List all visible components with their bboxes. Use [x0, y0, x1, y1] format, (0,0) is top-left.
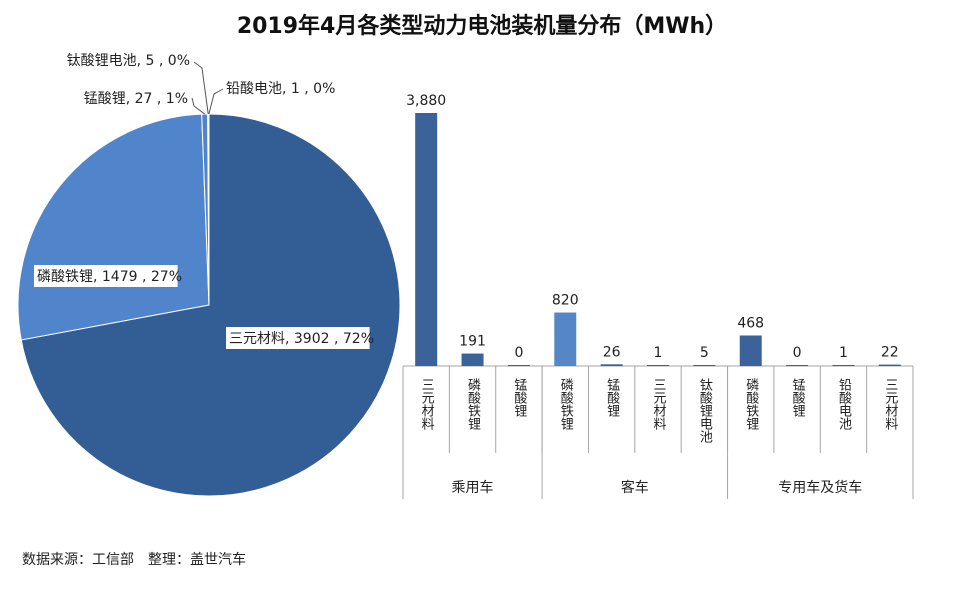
bar-chart: 3,880 三元材料 191 磷酸铁锂 0 锰酸锂 820 磷酸铁锂 26 锰酸锂 1 三元材料 5 钛酸…: [402, 93, 914, 499]
pie-label-钛酸锂电池: 钛酸锂电池, 5 , 0%: [67, 53, 190, 69]
bar-乘用车-磷酸铁锂: [461, 353, 484, 366]
pie-label-锰酸锂: 锰酸锂, 27 , 1%: [84, 91, 188, 107]
bar-value-label: 5: [700, 345, 709, 361]
bar-category-label: 钛酸锂电池: [697, 378, 713, 443]
bar-客车-钛酸锂电池: [693, 365, 716, 366]
pie-chart: 三元材料, 3902 , 72% 磷酸铁锂, 1479 , 27% 锰酸锂, 27 …: [17, 53, 401, 497]
chart-title: 2019年4月各类型动力电池装机量分布（MWh）: [236, 14, 728, 39]
bar-专用车及货车-锰酸锂: [786, 365, 809, 366]
bar-专用车及货车-磷酸铁锂: [739, 335, 762, 366]
pie-label-磷酸铁锂-bg: [34, 265, 178, 287]
pie-slice-磷酸铁锂: [17, 113, 210, 341]
pie-label-铅酸电池: 铅酸电池, 1 , 0%: [226, 81, 335, 97]
bar-value-label: 820: [552, 293, 579, 309]
pie-leader-锰酸锂: [191, 97, 205, 115]
bar-value-label: 191: [459, 334, 486, 350]
bar-专用车及货车-铅酸电池: [832, 365, 855, 366]
source-note: 数据来源：工信部 整理：盖世汽车: [22, 552, 246, 568]
bar-category-label: 锰酸锂: [511, 378, 527, 418]
bar-group-label: 乘用车: [452, 479, 494, 496]
bar-客车-锰酸锂: [600, 364, 623, 366]
bar-value-label: 1: [839, 345, 848, 361]
bar-value-label: 1: [654, 345, 663, 361]
bar-category-label: 三元材料: [419, 378, 435, 430]
bar-group-label: 客车: [621, 479, 649, 496]
pie-label-三元材料: 三元材料, 3902 , 72%: [229, 331, 374, 347]
bar-value-label: 468: [737, 315, 764, 331]
bar-category-label: 锰酸锂: [790, 378, 806, 418]
bar-乘用车-锰酸锂: [507, 365, 530, 366]
bar-category-label: 锰酸锂: [604, 378, 620, 418]
pie-leader-钛酸锂电池: [193, 61, 209, 115]
bar-value-label: 26: [603, 344, 621, 360]
bar-category-label: 磷酸铁锂: [558, 378, 574, 431]
bar-group-label: 专用车及货车: [778, 479, 862, 496]
bar-专用车及货车-三元材料: [878, 364, 901, 366]
bar-value-label: 0: [793, 345, 802, 361]
bar-乘用车-三元材料: [415, 113, 438, 366]
pie-slice-三元材料: [20, 113, 401, 497]
bar-category-label: 三元材料: [651, 378, 667, 430]
pie-leader-铅酸电池: [208, 88, 224, 115]
pie-label-三元材料-bg: [226, 327, 370, 349]
bar-category-label: 三元材料: [882, 378, 898, 430]
bar-category-label: 磷酸铁锂: [743, 378, 759, 431]
bar-客车-磷酸铁锂: [554, 312, 577, 366]
pie-label-磷酸铁锂: 磷酸铁锂, 1479 , 27%: [37, 269, 182, 285]
bar-category-label: 磷酸铁锂: [465, 378, 481, 431]
bar-value-label: 3,880: [406, 93, 446, 109]
bar-value-label: 22: [881, 345, 899, 361]
bar-客车-三元材料: [647, 365, 669, 366]
bar-value-label: 0: [514, 345, 523, 361]
bar-category-label: 铅酸电池: [836, 378, 852, 430]
